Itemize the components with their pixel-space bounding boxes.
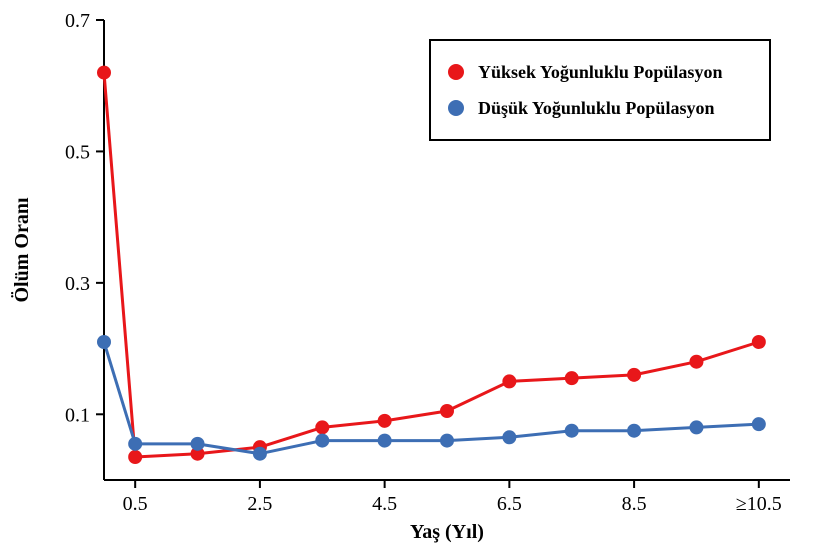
series-marker-low_density bbox=[502, 430, 516, 444]
x-tick-label: 6.5 bbox=[497, 493, 522, 515]
mortality-chart: 0.1 0.3 0.5 0.7 0.5 2.5 4.5 6.5 8.5 ≥10.5 Ölüm Ora… bbox=[0, 0, 825, 557]
series-marker-high_density bbox=[128, 450, 142, 464]
series-marker-low_density bbox=[440, 434, 454, 448]
x-tick-label: 4.5 bbox=[372, 493, 397, 515]
legend-label-high_density: Yüksek Yoğunluklu Popülasyon bbox=[478, 62, 722, 82]
series-marker-low_density bbox=[752, 417, 766, 431]
series-marker-high_density bbox=[440, 404, 454, 418]
series-marker-high_density bbox=[689, 355, 703, 369]
series-marker-high_density bbox=[502, 374, 516, 388]
legend-box bbox=[430, 40, 770, 140]
x-tick-label: 8.5 bbox=[622, 493, 647, 515]
series-marker-high_density bbox=[565, 371, 579, 385]
series-marker-high_density bbox=[315, 420, 329, 434]
x-tick-label: 2.5 bbox=[247, 493, 272, 515]
series-marker-low_density bbox=[315, 434, 329, 448]
series-marker-high_density bbox=[627, 368, 641, 382]
series-marker-low_density bbox=[191, 437, 205, 451]
y-tick-label: 0.5 bbox=[65, 141, 90, 163]
y-tick-label: 0.7 bbox=[65, 10, 90, 32]
series-marker-high_density bbox=[752, 335, 766, 349]
legend-marker-high_density bbox=[448, 64, 464, 80]
x-tick-label: 0.5 bbox=[123, 493, 148, 515]
x-tick-label: ≥10.5 bbox=[736, 493, 782, 515]
series-marker-high_density bbox=[378, 414, 392, 428]
series-marker-low_density bbox=[627, 424, 641, 438]
series-marker-low_density bbox=[128, 437, 142, 451]
legend-marker-low_density bbox=[448, 100, 464, 116]
x-axis-title: Yaş (Yıl) bbox=[410, 521, 484, 543]
y-axis-title: Ölüm Oranı bbox=[10, 197, 33, 302]
series-marker-low_density bbox=[97, 335, 111, 349]
series-marker-low_density bbox=[689, 420, 703, 434]
series-marker-low_density bbox=[378, 434, 392, 448]
y-tick-label: 0.1 bbox=[65, 404, 90, 426]
series-marker-high_density bbox=[97, 66, 111, 80]
series-marker-low_density bbox=[565, 424, 579, 438]
y-tick-label: 0.3 bbox=[65, 273, 90, 295]
chart-container: 0.1 0.3 0.5 0.7 0.5 2.5 4.5 6.5 8.5 ≥10.5 Ölüm Ora… bbox=[0, 0, 825, 557]
legend-label-low_density: Düşük Yoğunluklu Popülasyon bbox=[478, 98, 714, 118]
series-marker-low_density bbox=[253, 447, 267, 461]
